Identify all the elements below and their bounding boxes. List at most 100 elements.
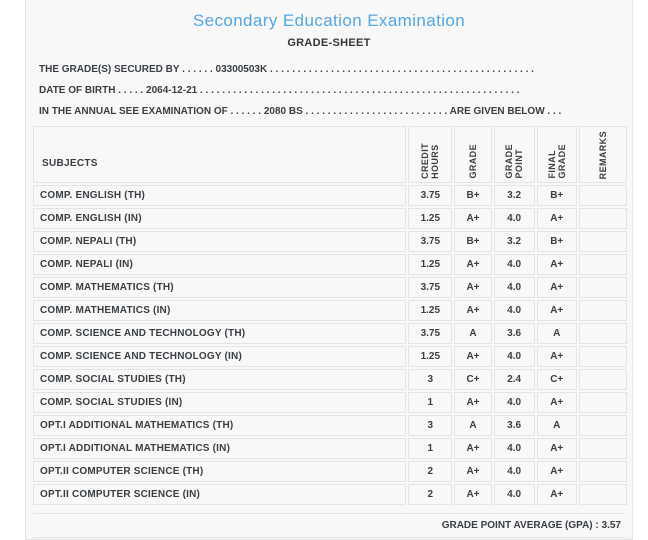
grade-cell: A+ [454,300,492,321]
table-header-row: SUBJECTS CREDIT HOURS GRADE GRADE POINT … [33,126,627,183]
final-grade-cell: A+ [536,208,577,229]
grade-point-cell: 4.0 [493,208,535,229]
credit-hours-cell: 1.25 [408,300,453,321]
final-grade-cell: B+ [536,231,577,252]
subject-cell: COMP. SOCIAL STUDIES (TH) [33,369,407,390]
table-row: COMP. ENGLISH (TH) 3.75 B+ 3.2 B+ [33,185,627,206]
grade-cell: A [454,323,492,344]
final-grade-label: FINAL GRADE [546,144,567,179]
grades-tbody: COMP. ENGLISH (TH) 3.75 B+ 3.2 B+ COMP. ENGLI… [33,185,627,505]
grade-point-cell: 3.6 [493,415,535,436]
grade-cell: C+ [454,369,492,390]
credit-hours-cell: 3.75 [408,185,453,206]
col-header-remarks: REMARKS [578,126,627,183]
remarks-cell [578,300,627,321]
grade-point-cell: 2.4 [493,369,535,390]
col-header-grade-point: GRADE POINT [493,126,535,183]
final-grade-cell: A+ [536,438,577,459]
remarks-cell [578,208,627,229]
subject-cell: COMP. NEPALI (IN) [33,254,407,275]
grade-cell: A+ [454,484,492,505]
grade-cell: A+ [454,208,492,229]
credit-hours-cell: 1.25 [408,346,453,367]
subject-cell: COMP. ENGLISH (IN) [33,208,407,229]
table-row: COMP. NEPALI (TH) 3.75 B+ 3.2 B+ [33,231,627,252]
subject-cell: OPT.II COMPUTER SCIENCE (IN) [33,484,407,505]
credit-hours-cell: 3.75 [408,323,453,344]
credit-hours-cell: 3 [408,369,453,390]
remarks-cell [578,438,627,459]
remarks-cell [578,185,627,206]
remarks-label: REMARKS [597,130,608,179]
grade-cell: A+ [454,346,492,367]
credit-hours-cell: 3.75 [408,231,453,252]
remarks-cell [578,369,627,390]
grade-cell: A+ [454,254,492,275]
date-of-birth-line: DATE OF BIRTH . . . . . 2064-12-21 . . .… [39,85,520,96]
subject-cell: OPT.I ADDITIONAL MATHEMATICS (TH) [33,415,407,436]
grade-point-cell: 4.0 [493,346,535,367]
subject-cell: COMP. NEPALI (TH) [33,231,407,252]
credit-hours-label: CREDIT HOURS [420,143,441,179]
grade-point-cell: 4.0 [493,300,535,321]
grade-cell: A+ [454,277,492,298]
col-header-subjects: SUBJECTS [33,126,407,183]
table-row: COMP. MATHEMATICS (TH) 3.75 A+ 4.0 A+ [33,277,627,298]
final-grade-cell: C+ [536,369,577,390]
grade-point-cell: 3.2 [493,185,535,206]
table-row: COMP. SCIENCE AND TECHNOLOGY (TH) 3.75 A 3.… [33,323,627,344]
grade-point-cell: 3.6 [493,323,535,344]
grade-point-cell: 4.0 [493,461,535,482]
grade-sheet-panel: Secondary Education Examination GRADE-SH… [25,0,633,540]
remarks-cell [578,346,627,367]
table-row: COMP. NEPALI (IN) 1.25 A+ 4.0 A+ [33,254,627,275]
table-row: COMP. SOCIAL STUDIES (IN) 1 A+ 4.0 A+ [33,392,627,413]
final-grade-cell: A [536,323,577,344]
col-header-credit-hours: CREDIT HOURS [408,126,453,183]
table-row: COMP. SOCIAL STUDIES (TH) 3 C+ 2.4 C+ [33,369,627,390]
subject-cell: COMP. SOCIAL STUDIES (IN) [33,392,407,413]
grades-table: SUBJECTS CREDIT HOURS GRADE GRADE POINT … [31,124,629,507]
credit-hours-cell: 3.75 [408,277,453,298]
table-row: OPT.I ADDITIONAL MATHEMATICS (TH) 3 A 3.6 A [33,415,627,436]
final-grade-cell: A+ [536,254,577,275]
final-grade-cell: A+ [536,484,577,505]
grade-point-cell: 4.0 [493,254,535,275]
grade-point-cell: 3.2 [493,231,535,252]
grade-cell: A+ [454,392,492,413]
final-grade-cell: A+ [536,300,577,321]
remarks-cell [578,415,627,436]
credit-hours-cell: 2 [408,461,453,482]
candidate-info-block: THE GRADE(S) SECURED BY . . . . . . 0330… [39,59,622,122]
final-grade-cell: A+ [536,346,577,367]
grade-point-cell: 4.0 [493,438,535,459]
final-grade-cell: A+ [536,277,577,298]
subject-cell: COMP. ENGLISH (TH) [33,185,407,206]
grade-sheet-subtitle: GRADE-SHEET [287,37,371,49]
examination-line: IN THE ANNUAL SEE EXAMINATION OF . . . .… [39,106,562,117]
remarks-cell [578,461,627,482]
grade-cell: A+ [454,461,492,482]
col-header-grade: GRADE [454,126,492,183]
grade-point-label: GRADE POINT [504,144,525,179]
final-grade-cell: A+ [536,392,577,413]
table-row: COMP. MATHEMATICS (IN) 1.25 A+ 4.0 A+ [33,300,627,321]
subject-cell: COMP. SCIENCE AND TECHNOLOGY (TH) [33,323,407,344]
table-row: OPT.II COMPUTER SCIENCE (TH) 2 A+ 4.0 A+ [33,461,627,482]
grade-point-cell: 4.0 [493,484,535,505]
credit-hours-cell: 1.25 [408,254,453,275]
credit-hours-cell: 1.25 [408,208,453,229]
table-row: COMP. ENGLISH (IN) 1.25 A+ 4.0 A+ [33,208,627,229]
subject-cell: COMP. MATHEMATICS (TH) [33,277,407,298]
table-row: OPT.I ADDITIONAL MATHEMATICS (IN) 1 A+ 4.0 A… [33,438,627,459]
grade-label: GRADE [467,144,478,179]
col-header-final-grade: FINAL GRADE [536,126,577,183]
subject-cell: OPT.II COMPUTER SCIENCE (TH) [33,461,407,482]
table-row: COMP. SCIENCE AND TECHNOLOGY (IN) 1.25 A+ 4… [33,346,627,367]
grade-point-cell: 4.0 [493,277,535,298]
grade-point-cell: 4.0 [493,392,535,413]
table-row: OPT.II COMPUTER SCIENCE (IN) 2 A+ 4.0 A+ [33,484,627,505]
subject-cell: COMP. MATHEMATICS (IN) [33,300,407,321]
grade-cell: A [454,415,492,436]
subject-cell: OPT.I ADDITIONAL MATHEMATICS (IN) [33,438,407,459]
